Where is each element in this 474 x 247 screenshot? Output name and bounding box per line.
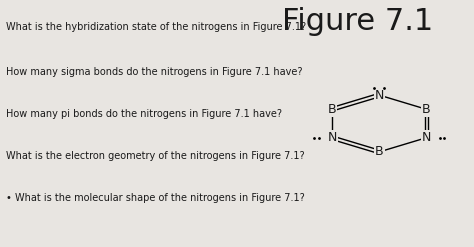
Text: N: N bbox=[374, 89, 384, 102]
Text: N: N bbox=[422, 131, 431, 144]
Text: How many sigma bonds do the nitrogens in Figure 7.1 have?: How many sigma bonds do the nitrogens in… bbox=[6, 67, 303, 77]
Text: Figure 7.1: Figure 7.1 bbox=[282, 7, 433, 36]
Text: B: B bbox=[375, 145, 383, 158]
Text: B: B bbox=[422, 103, 431, 116]
Text: B: B bbox=[328, 103, 337, 116]
Text: How many pi bonds do the nitrogens in Figure 7.1 have?: How many pi bonds do the nitrogens in Fi… bbox=[6, 109, 282, 119]
Text: N: N bbox=[328, 131, 337, 144]
Text: What is the electron geometry of the nitrogens in Figure 7.1?: What is the electron geometry of the nit… bbox=[6, 151, 305, 161]
Text: • What is the molecular shape of the nitrogens in Figure 7.1?: • What is the molecular shape of the nit… bbox=[6, 193, 305, 203]
Text: What is the hybridization state of the nitrogens in Figure 7.1?: What is the hybridization state of the n… bbox=[6, 22, 306, 32]
